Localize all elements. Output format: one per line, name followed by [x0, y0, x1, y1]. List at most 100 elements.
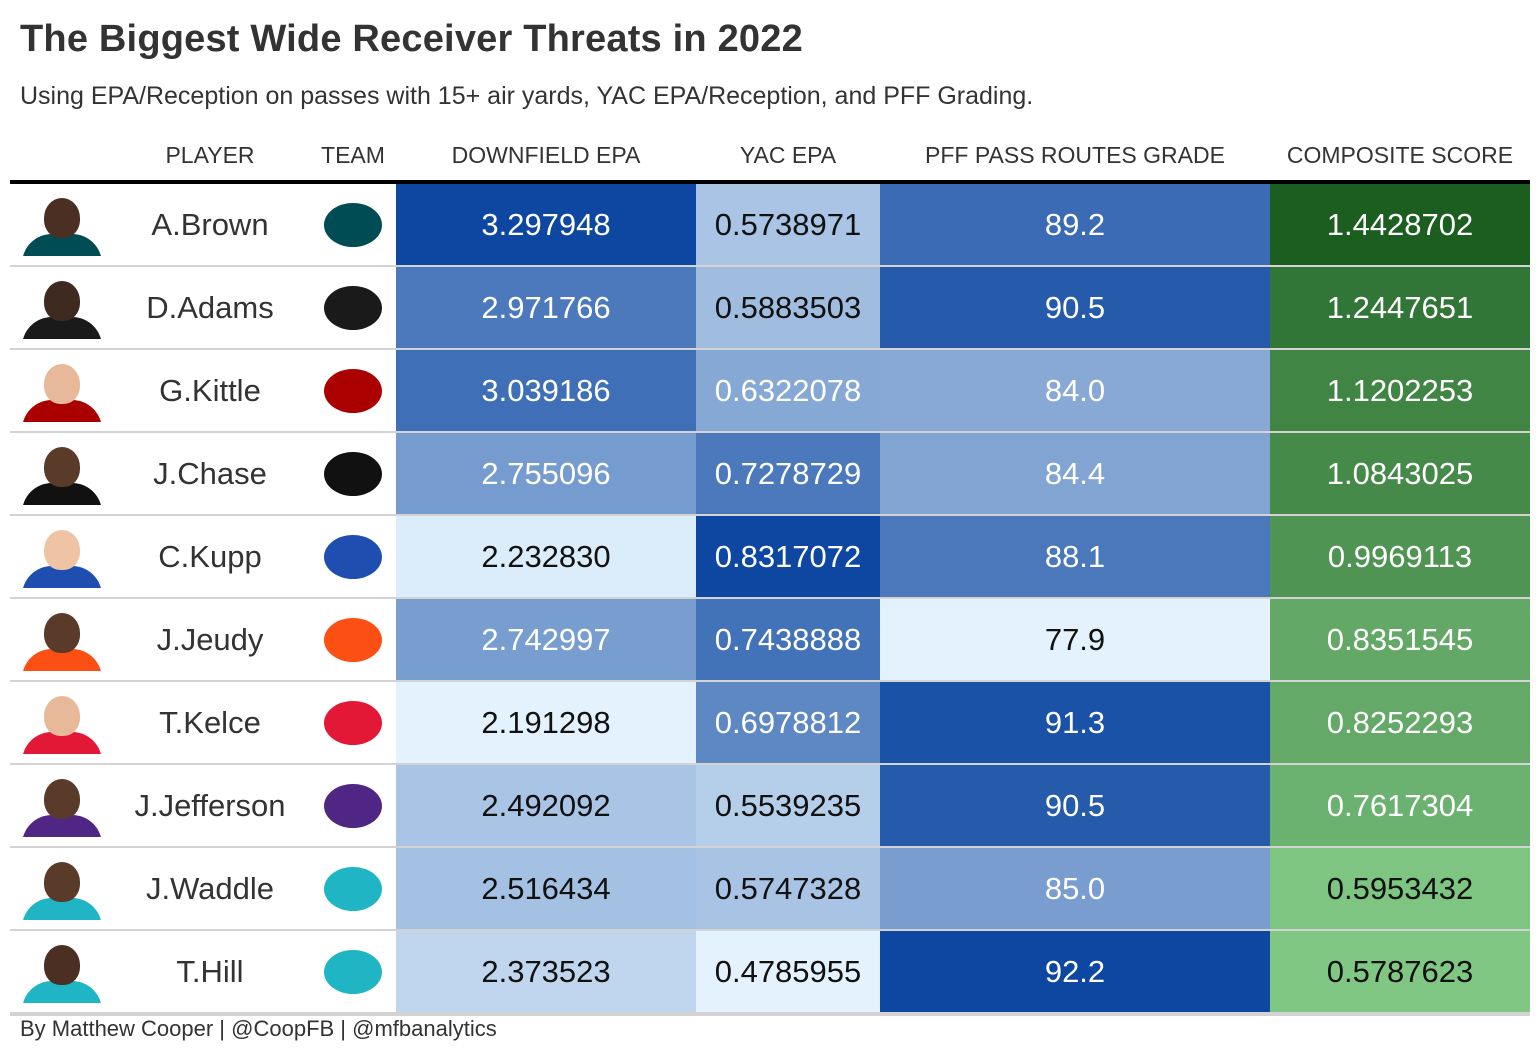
- composite-score-cell: 0.8252293: [1270, 681, 1530, 765]
- yac-epa-cell: 0.6978812: [696, 681, 880, 765]
- player-headshot-cell: [10, 681, 110, 765]
- header-team: TEAM: [310, 130, 396, 184]
- pff-grade-cell: 84.4: [880, 432, 1270, 516]
- player-headshot-icon: [22, 277, 102, 339]
- composite-score-cell: 0.7617304: [1270, 764, 1530, 848]
- header-downfield-epa: DOWNFIELD EPA: [396, 130, 696, 184]
- table-row: T.Kelce 2.191298 0.6978812 91.3 0.8252293: [10, 681, 1530, 765]
- yac-epa-cell: 0.5883503: [696, 266, 880, 350]
- table-row: G.Kittle 3.039186 0.6322078 84.0 1.1202253: [10, 349, 1530, 433]
- header-row: PLAYER TEAM DOWNFIELD EPA YAC EPA PFF PA…: [10, 130, 1530, 184]
- table-row: A.Brown 3.297948 0.5738971 89.2 1.4428702: [10, 182, 1530, 267]
- team-logo-cell: [310, 681, 396, 765]
- rams-logo-icon: [324, 534, 382, 579]
- composite-score-cell: 1.0843025: [1270, 432, 1530, 516]
- player-name: T.Kelce: [110, 681, 310, 765]
- player-name: C.Kupp: [110, 515, 310, 599]
- dolphins-logo-icon: [324, 949, 382, 994]
- bengals-logo-icon: [324, 451, 382, 496]
- player-name: J.Waddle: [110, 847, 310, 931]
- player-headshot-cell: [10, 764, 110, 848]
- player-name: J.Chase: [110, 432, 310, 516]
- player-headshot-icon: [22, 775, 102, 837]
- player-name: J.Jeudy: [110, 598, 310, 682]
- downfield-epa-cell: 2.232830: [396, 515, 696, 599]
- composite-score-cell: 1.2447651: [1270, 266, 1530, 350]
- pff-grade-cell: 90.5: [880, 266, 1270, 350]
- downfield-epa-cell: 2.373523: [396, 930, 696, 1016]
- team-logo-cell: [310, 764, 396, 848]
- player-headshot-cell: [10, 432, 110, 516]
- table-row: J.Waddle 2.516434 0.5747328 85.0 0.5953432: [10, 847, 1530, 931]
- eagles-logo-icon: [324, 202, 382, 247]
- data-table: PLAYER TEAM DOWNFIELD EPA YAC EPA PFF PA…: [10, 130, 1530, 1016]
- downfield-epa-cell: 2.742997: [396, 598, 696, 682]
- broncos-logo-icon: [324, 617, 382, 662]
- chart-title: The Biggest Wide Receiver Threats in 202…: [20, 18, 803, 60]
- yac-epa-cell: 0.5539235: [696, 764, 880, 848]
- table-row: D.Adams 2.971766 0.5883503 90.5 1.2447651: [10, 266, 1530, 350]
- header-yac-epa: YAC EPA: [696, 130, 880, 184]
- player-headshot-icon: [22, 692, 102, 754]
- table-row: C.Kupp 2.232830 0.8317072 88.1 0.9969113: [10, 515, 1530, 599]
- player-name: G.Kittle: [110, 349, 310, 433]
- player-name: J.Jefferson: [110, 764, 310, 848]
- header-pff-grade: PFF PASS ROUTES GRADE: [880, 130, 1270, 184]
- player-name: T.Hill: [110, 930, 310, 1016]
- raiders-logo-icon: [324, 285, 382, 330]
- pff-grade-cell: 89.2: [880, 182, 1270, 267]
- pff-grade-cell: 92.2: [880, 930, 1270, 1016]
- player-headshot-icon: [22, 443, 102, 505]
- table-row: T.Hill 2.373523 0.4785955 92.2 0.5787623: [10, 930, 1530, 1016]
- player-name: A.Brown: [110, 182, 310, 267]
- player-headshot-icon: [22, 941, 102, 1003]
- header-composite-score: COMPOSITE SCORE: [1270, 130, 1530, 184]
- downfield-epa-cell: 2.755096: [396, 432, 696, 516]
- yac-epa-cell: 0.7278729: [696, 432, 880, 516]
- player-headshot-cell: [10, 266, 110, 350]
- composite-score-cell: 0.5953432: [1270, 847, 1530, 931]
- dolphins-logo-icon: [324, 866, 382, 911]
- chart-subtitle: Using EPA/Reception on passes with 15+ a…: [20, 82, 1034, 110]
- yac-epa-cell: 0.5747328: [696, 847, 880, 931]
- team-logo-cell: [310, 847, 396, 931]
- downfield-epa-cell: 2.516434: [396, 847, 696, 931]
- team-logo-cell: [310, 266, 396, 350]
- team-logo-cell: [310, 515, 396, 599]
- downfield-epa-cell: 2.492092: [396, 764, 696, 848]
- player-name: D.Adams: [110, 266, 310, 350]
- player-headshot-icon: [22, 858, 102, 920]
- table-row: J.Chase 2.755096 0.7278729 84.4 1.0843025: [10, 432, 1530, 516]
- yac-epa-cell: 0.5738971: [696, 182, 880, 267]
- pff-grade-cell: 84.0: [880, 349, 1270, 433]
- player-headshot-cell: [10, 847, 110, 931]
- footer-credit: By Matthew Cooper | @CoopFB | @mfbanalyt…: [20, 1016, 497, 1041]
- downfield-epa-cell: 3.297948: [396, 182, 696, 267]
- header-headshot: [10, 130, 110, 184]
- pff-grade-cell: 88.1: [880, 515, 1270, 599]
- yac-epa-cell: 0.8317072: [696, 515, 880, 599]
- header-player: PLAYER: [110, 130, 310, 184]
- downfield-epa-cell: 2.971766: [396, 266, 696, 350]
- pff-grade-cell: 91.3: [880, 681, 1270, 765]
- composite-score-cell: 1.1202253: [1270, 349, 1530, 433]
- player-headshot-cell: [10, 598, 110, 682]
- 49ers-logo-icon: [324, 368, 382, 413]
- yac-epa-cell: 0.7438888: [696, 598, 880, 682]
- downfield-epa-cell: 2.191298: [396, 681, 696, 765]
- pff-grade-cell: 90.5: [880, 764, 1270, 848]
- vikings-logo-icon: [324, 783, 382, 828]
- player-headshot-icon: [22, 609, 102, 671]
- chiefs-logo-icon: [324, 700, 382, 745]
- pff-grade-cell: 85.0: [880, 847, 1270, 931]
- team-logo-cell: [310, 930, 396, 1016]
- team-logo-cell: [310, 182, 396, 267]
- team-logo-cell: [310, 349, 396, 433]
- player-headshot-icon: [22, 194, 102, 256]
- player-headshot-icon: [22, 526, 102, 588]
- composite-score-cell: 0.5787623: [1270, 930, 1530, 1016]
- player-headshot-cell: [10, 930, 110, 1016]
- player-headshot-cell: [10, 515, 110, 599]
- team-logo-cell: [310, 432, 396, 516]
- table-row: J.Jeudy 2.742997 0.7438888 77.9 0.8351545: [10, 598, 1530, 682]
